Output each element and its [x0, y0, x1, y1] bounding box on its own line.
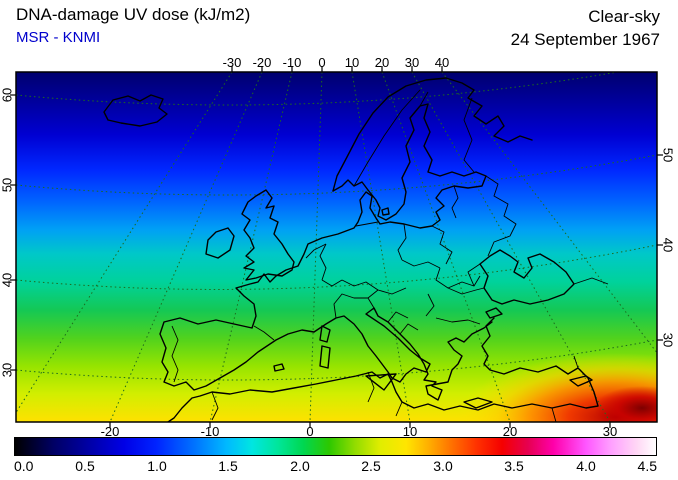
top-axis-label: -10	[282, 55, 302, 70]
top-axis-label: -20	[252, 55, 272, 70]
coast-ireland	[205, 227, 235, 259]
coast-turkey-africa	[167, 317, 599, 422]
country-borders	[171, 89, 609, 422]
coast-mainland	[159, 103, 493, 401]
top-axis-label: 10	[344, 55, 360, 70]
coast-mallorca	[273, 363, 285, 372]
bottom-axis-label: 0	[306, 424, 314, 439]
coast-marmara	[485, 307, 503, 319]
figure-header-right: Clear-sky 24 September 1967	[511, 5, 660, 51]
coast-black-sea	[479, 249, 575, 305]
colorbar-tick-label: 1.5	[218, 458, 238, 474]
bottom-axis-label: -10	[200, 424, 220, 439]
top-axis-label: -30	[222, 55, 242, 70]
coast-corsica	[319, 325, 331, 343]
colorbar-tick-label: 2.5	[361, 458, 381, 474]
europe-uv-map	[10, 66, 663, 428]
top-axis-label: 20	[374, 55, 390, 70]
colorbar-tick-label: 3.0	[433, 458, 453, 474]
coast-crete	[463, 397, 493, 409]
bottom-axis-label: -20	[100, 424, 120, 439]
colorbar-tick-label: 0.5	[75, 458, 95, 474]
coast-sicily	[365, 373, 397, 391]
coast-great-britain	[241, 189, 295, 281]
coast-cyprus	[569, 375, 593, 387]
coast-zealand	[381, 207, 390, 216]
axis-tick-marks	[10, 66, 663, 428]
colorbar-tick-label: 4.5	[637, 458, 657, 474]
map-frame	[15, 71, 658, 423]
sky-condition-label: Clear-sky	[588, 7, 660, 26]
colorbar-tick-label: 2.0	[290, 458, 310, 474]
colorbar-tick-label: 3.5	[504, 458, 524, 474]
colorbar-tick-label: 0.0	[14, 458, 34, 474]
figure-title: DNA-damage UV dose (kJ/m2)	[16, 5, 251, 24]
coast-scandinavia	[332, 77, 533, 192]
colorbar-tick-label: 1.0	[147, 458, 167, 474]
top-axis-label: 40	[434, 55, 450, 70]
bottom-axis-label: 10	[402, 424, 418, 439]
uv-hotspot-core	[594, 386, 657, 422]
coast-iceland	[103, 94, 168, 127]
bottom-axis-label: 30	[602, 424, 618, 439]
top-axis-label: 30	[404, 55, 420, 70]
coast-sardinia	[319, 345, 331, 369]
bottom-axis-label: 20	[502, 424, 518, 439]
figure-source: MSR - KNMI	[16, 29, 101, 46]
figure-date: 24 September 1967	[510, 30, 660, 49]
top-axis-label: 0	[318, 55, 326, 70]
colorbar	[14, 437, 657, 456]
colorbar-tick-label: 4.0	[576, 458, 596, 474]
coastlines	[103, 77, 599, 422]
